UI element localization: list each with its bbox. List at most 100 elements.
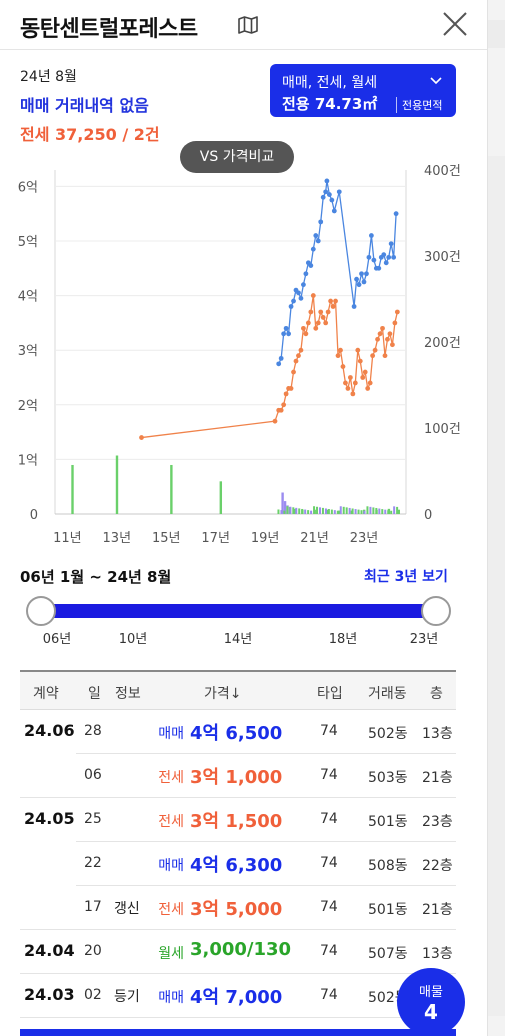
row-price: 3억 1,500 [190,811,283,832]
table-row[interactable]: 17 갱신 전세 3억 5,000 74 501동 21층 [20,886,456,930]
volume-bar [372,507,375,514]
recent-3-years-button[interactable]: 최근 3년 보기 [364,569,448,585]
header-type[interactable]: 타입 [317,686,343,702]
data-point [386,254,392,260]
listings-label: 매물 [419,985,443,1000]
row-type: 74 [320,855,338,871]
row-floor: 13층 [422,726,453,742]
table-row[interactable]: 24.06 28 매매 4억 6,500 74 502동 13층 [20,710,456,754]
table-row[interactable]: 24.04 20 월세 3,000/130 74 507동 13층 [20,930,456,974]
header: 동탄센트럴포레스트 [0,0,487,50]
data-point [354,276,359,282]
slider-tick-label: 10년 [118,632,148,647]
x-tick-label: 23년 [350,531,379,546]
header-floor[interactable]: 층 [430,686,443,702]
data-point [320,315,326,320]
data-point [393,211,399,217]
data-point [330,304,336,309]
date-range-label: 06년 1월 ~ 24년 8월 [20,568,172,586]
row-divider [76,841,456,842]
page-title: 동탄센트럴포레스트 [20,17,198,42]
data-point [380,325,385,331]
volume-bar [115,455,119,514]
header-info[interactable]: 정보 [115,686,141,702]
row-type: 74 [320,899,338,915]
y-right-tick-label: 200건 [424,336,461,351]
volume-bar [348,507,351,514]
table-row[interactable]: 24.03 02 등기 매매 4억 7,000 74 502동 [20,974,456,1018]
listings-button[interactable]: 매물 4 [397,968,465,1036]
data-point [281,402,287,408]
slider-handle-end[interactable] [421,596,451,626]
data-point [303,271,309,277]
header-contract[interactable]: 계약 [33,686,59,702]
y-left-tick-label: 2억 [18,399,38,414]
x-tick-label: 13년 [103,531,132,546]
data-point [370,353,376,359]
price-chart: 6억 5억 4억 3억 2억 1억 0 400건 300건 200건 100건 0 11년 13년 15년 1… [18,164,461,546]
slider-tick-label: 23년 [409,632,439,647]
data-point [377,331,383,337]
data-point [272,418,278,424]
header-day[interactable]: 일 [88,686,101,702]
row-day: 22 [84,855,102,871]
header-price[interactable]: 가격↓ [204,686,242,702]
vs-compare-button[interactable]: VS 가격비교 [180,141,294,173]
row-floor: 13층 [422,946,453,962]
volume-bar [333,510,336,514]
data-point [298,295,304,301]
volume-bar [357,509,360,514]
row-price: 4억 7,000 [190,987,283,1008]
row-price: 3억 5,000 [190,899,283,920]
volume-bar [277,509,280,514]
data-point [320,194,326,200]
table-row[interactable]: 24.05 25 전세 3억 1,500 74 501동 23층 [20,798,456,842]
data-point [359,271,364,277]
volume-bar [71,464,74,514]
date-range-slider-track[interactable] [42,604,436,618]
row-dong: 507동 [368,946,408,962]
table-row[interactable]: 22 매매 4억 6,300 74 508동 22층 [20,842,456,886]
data-point [357,358,363,364]
row-divider [20,929,456,930]
row-price: 3억 1,000 [190,767,283,788]
row-deal-type: 월세 [158,946,184,962]
row-floor: 23층 [422,814,453,830]
data-point [372,347,378,353]
row-deal-type: 전세 [158,770,184,786]
data-point [368,233,374,238]
data-point [366,254,372,260]
data-point [313,233,319,238]
y-left-tick-label: 0 [30,508,38,523]
close-icon[interactable] [442,11,468,37]
data-point [364,271,369,277]
data-point [301,325,306,331]
volume-bar [316,506,319,514]
filter-area-type: 전용면적 [396,97,442,113]
volume-bar [293,508,297,514]
chevron-down-icon [430,77,442,85]
data-point [392,320,398,326]
bottom-action-bar[interactable] [20,1029,456,1036]
table-row[interactable]: 06 전세 3억 1,000 74 503동 21층 [20,754,456,798]
slider-handle-start[interactable] [26,596,56,626]
volume-bar [393,506,396,514]
data-point [355,347,361,353]
data-point [362,369,368,375]
data-point [303,331,309,337]
row-contract-month: 24.05 [24,809,75,828]
data-point [286,331,291,337]
header-dong[interactable]: 거래동 [368,686,407,702]
data-point [360,375,366,380]
volume-bar [281,492,284,514]
volume-bar [381,509,384,514]
data-point [324,178,330,184]
y-left-tick-label: 4억 [18,290,38,305]
volume-bar [286,506,289,514]
deal-type-filter-dropdown[interactable]: 매매, 전세, 월세 전용 74.73㎡ 전용면적 [270,64,456,117]
volume-bar [363,510,366,514]
volume-bar [369,506,372,514]
row-day: 17 [84,899,102,915]
map-icon[interactable] [238,16,258,34]
